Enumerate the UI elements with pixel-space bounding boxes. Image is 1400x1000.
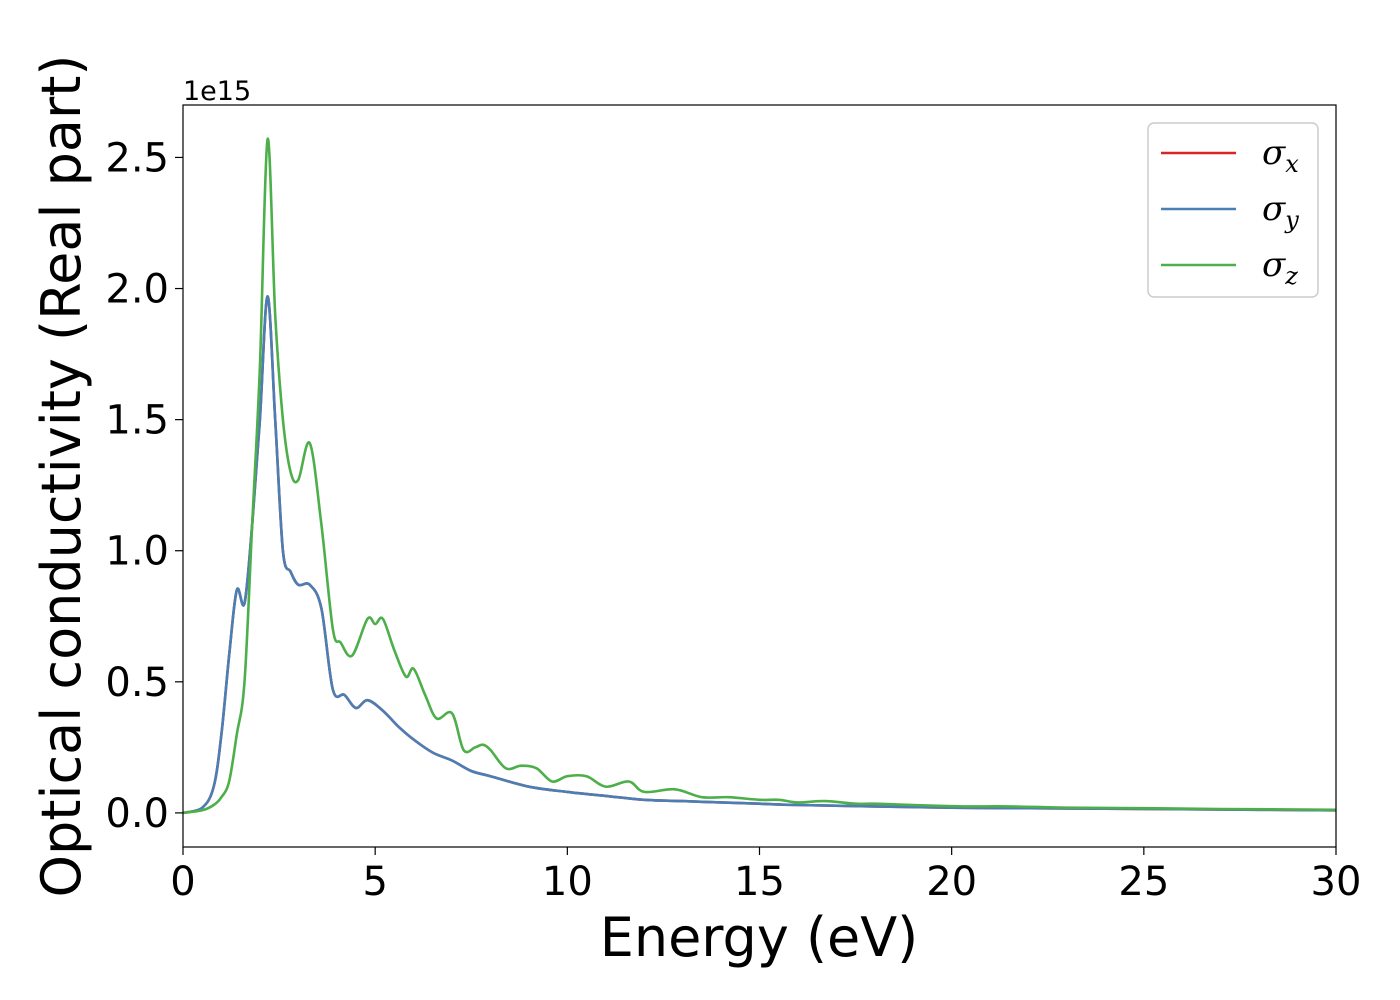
plot-frame — [182, 104, 1337, 848]
legend-label-x: σx — [1262, 133, 1299, 178]
legend-subscript: y — [1284, 206, 1299, 234]
series-line-z — [183, 137, 1336, 815]
legend-subscript: z — [1284, 262, 1298, 290]
x-axis-label: Energy (eV) — [600, 906, 919, 969]
axis-ticks: 0 5 10 15 20 25 30 0.0 0.5 1.0 1.5 2.0 2.5 — [105, 135, 1361, 905]
series-line-x — [183, 295, 1336, 815]
series-line-y — [183, 295, 1336, 815]
y-tick-label: 0.5 — [105, 660, 169, 706]
y-offset-label: 1e15 — [183, 76, 251, 107]
x-tick-label: 15 — [734, 859, 785, 905]
x-tick-label: 30 — [1311, 859, 1362, 905]
y-axis-label: Optical conductivity (Real part) — [30, 55, 93, 898]
legend-subscript: x — [1285, 150, 1299, 178]
plot-area — [183, 137, 1336, 815]
y-tick-label: 2.5 — [105, 135, 169, 181]
x-tick-label: 10 — [542, 859, 593, 905]
y-tick-label: 2.0 — [105, 267, 169, 313]
x-tick-label: 25 — [1118, 859, 1169, 905]
x-tick-label: 20 — [926, 859, 977, 905]
x-tick-label: 0 — [170, 859, 195, 905]
y-tick-label: 0.0 — [105, 791, 169, 837]
x-tick-label: 5 — [362, 859, 387, 905]
y-tick-label: 1.0 — [105, 529, 169, 575]
y-tick-label: 1.5 — [105, 398, 169, 444]
